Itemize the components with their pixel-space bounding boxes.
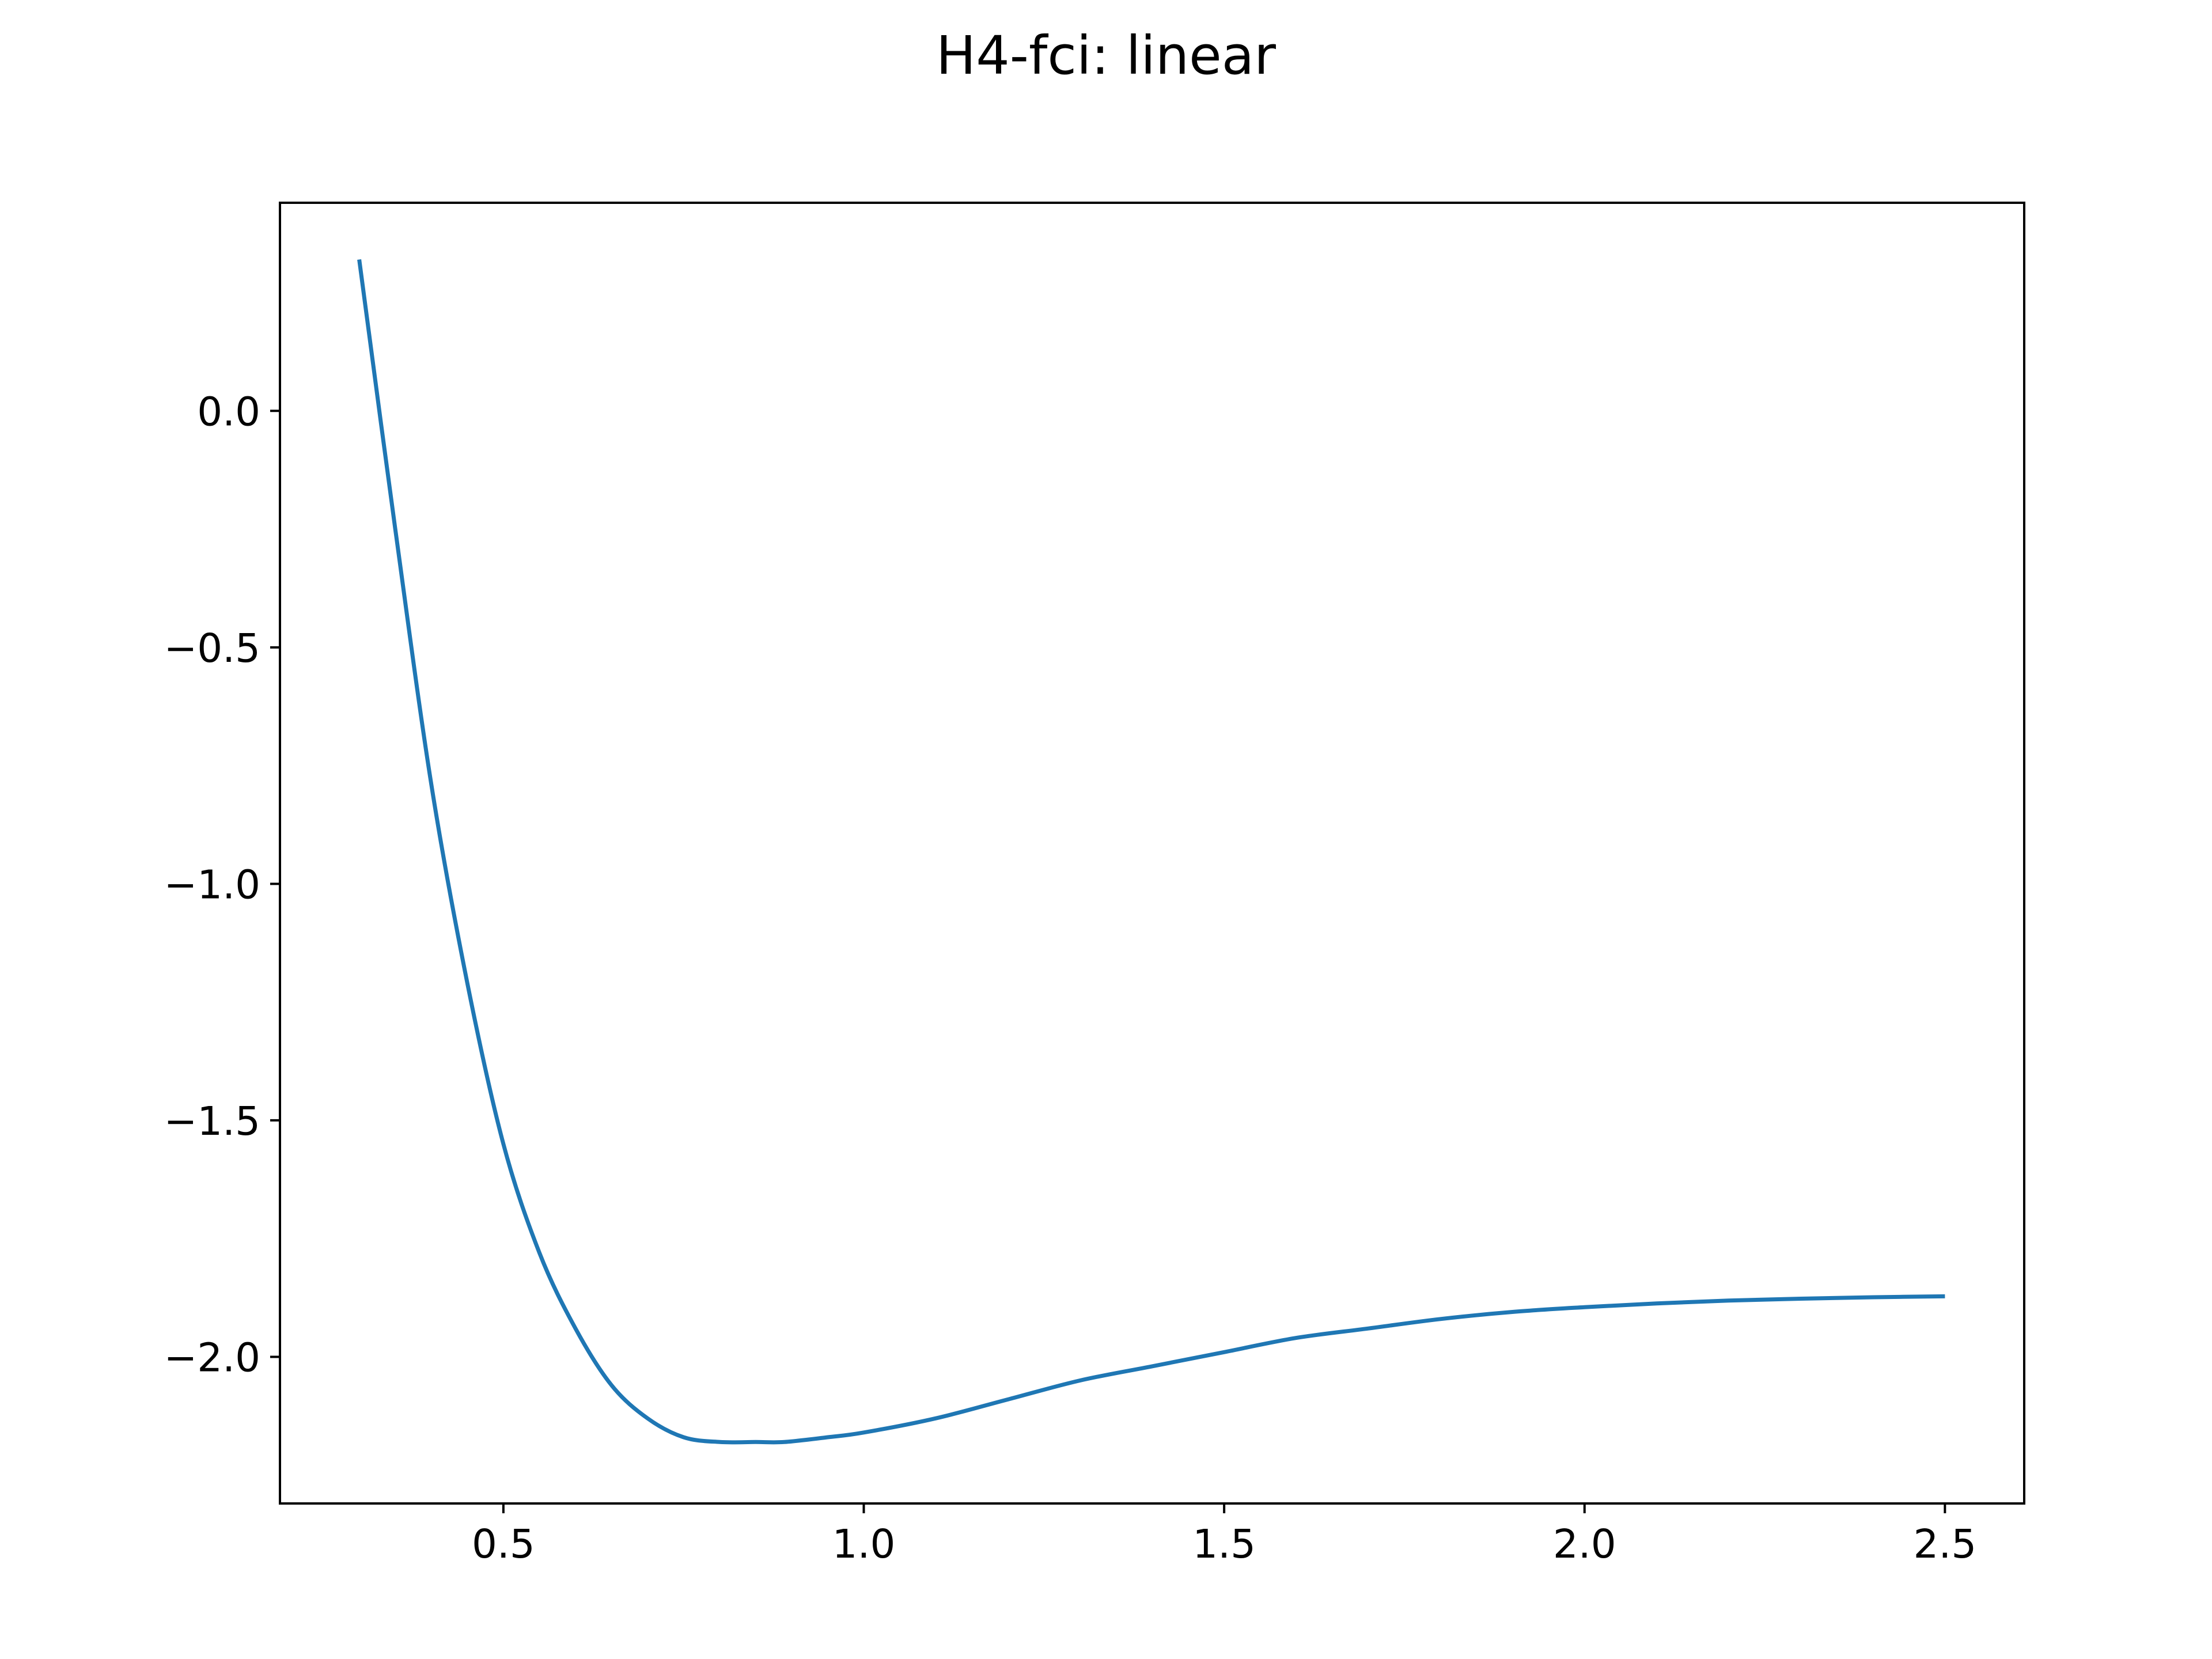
y-tick-label: −1.0	[164, 862, 260, 908]
x-tick-label: 1.0	[832, 1521, 896, 1567]
x-tick-label: 2.0	[1553, 1521, 1616, 1567]
x-tick-label: 0.5	[472, 1521, 535, 1567]
x-tick-label: 1.5	[1192, 1521, 1256, 1567]
chart-title: H4-fci: linear	[936, 25, 1276, 86]
y-tick-label: 0.0	[197, 389, 260, 435]
series-line-0	[357, 259, 1945, 1445]
x-axis: 0.5 1.0 1.5 2.0 2.5	[472, 1503, 1976, 1567]
x-tick-label: 2.5	[1913, 1521, 1976, 1567]
series-layer	[357, 259, 1945, 1445]
axes-frame	[279, 202, 2025, 1505]
y-tick-label: −0.5	[164, 626, 260, 672]
y-tick-label: −1.5	[164, 1099, 260, 1145]
y-axis: 0.0 −0.5 −1.0 −1.5 −2.0	[164, 389, 280, 1381]
y-tick-label: −2.0	[164, 1335, 260, 1381]
